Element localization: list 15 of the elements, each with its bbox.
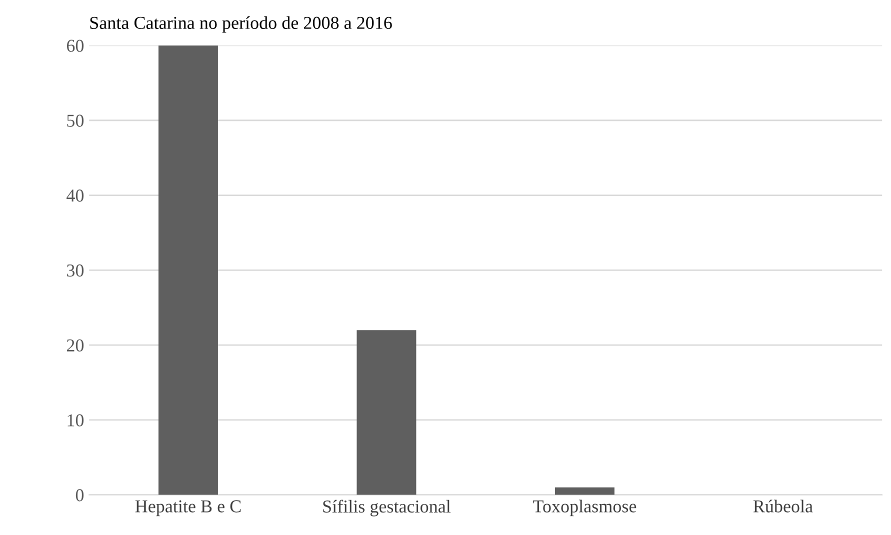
x-tick-label: Rúbeola — [753, 500, 813, 512]
y-tick-label: 50 — [67, 114, 84, 127]
bar — [158, 45, 218, 495]
x-tick-label: Hepatite B e C — [135, 500, 241, 516]
bar — [554, 487, 614, 495]
y-tick-label: 20 — [66, 339, 84, 352]
y-tick-label: 30 — [67, 264, 84, 277]
y-tick-label: 60 — [66, 40, 84, 52]
y-tick-label: 0 — [76, 489, 84, 502]
y-tick-label: 10 — [68, 414, 84, 426]
x-tick-label: Toxoplasmose — [533, 500, 636, 516]
bar — [356, 330, 416, 495]
x-tick-label: Sífilis gestacional — [323, 500, 451, 516]
chart-title: Santa Catarina no período de 2008 a 2016 — [90, 16, 392, 33]
y-tick-label: 40 — [66, 190, 84, 202]
